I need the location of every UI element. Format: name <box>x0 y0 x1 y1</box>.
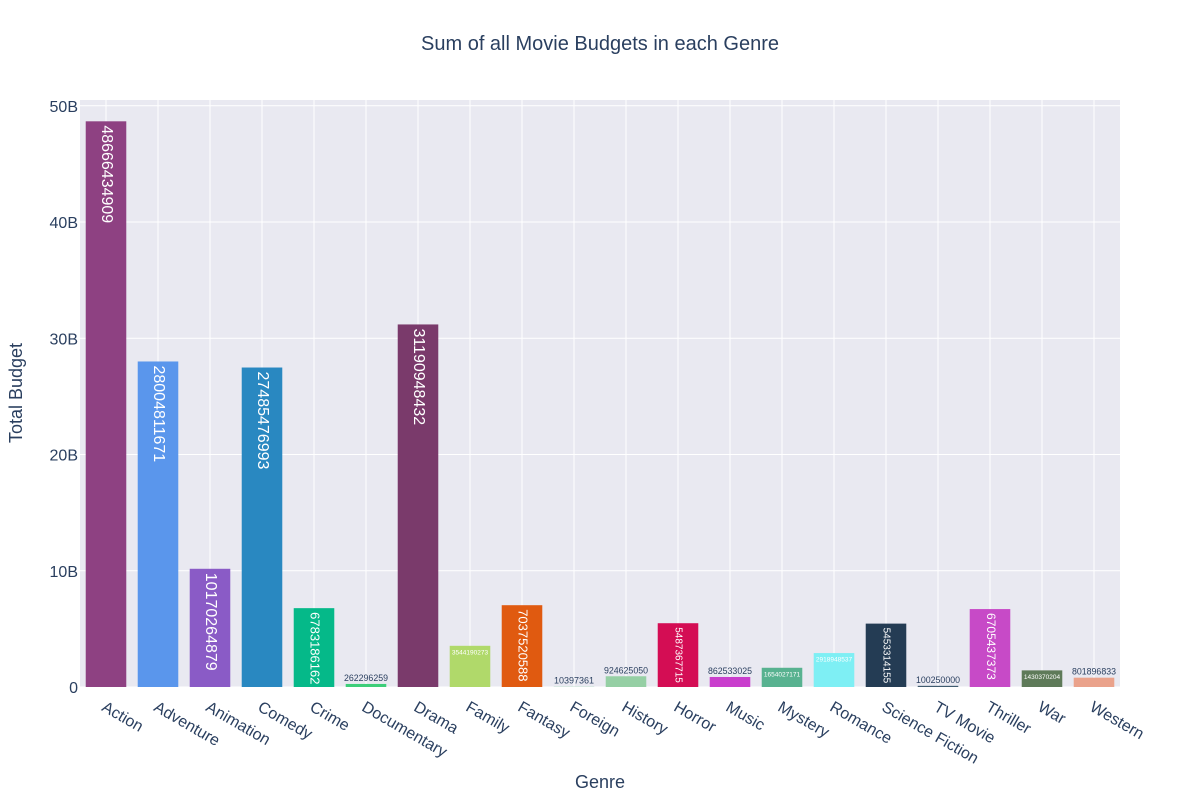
bar-data-label: 5487367715 <box>672 627 683 683</box>
bar <box>1073 677 1115 687</box>
x-axis-title: Genre <box>575 772 625 792</box>
bar-data-label: 10397361 <box>554 676 594 686</box>
bar <box>137 361 179 687</box>
bar-data-label: 1654027171 <box>764 671 801 678</box>
bar-data-label: 801896833 <box>1072 667 1116 677</box>
bar-data-label: 10170264879 <box>202 573 219 671</box>
bar <box>761 667 803 687</box>
bar <box>917 685 959 687</box>
bar <box>449 645 491 687</box>
plot-area <box>80 100 1120 687</box>
bar-data-label: 6705437373 <box>984 613 998 680</box>
bar <box>501 605 543 687</box>
bar-data-label: 6783186162 <box>308 612 323 684</box>
bar-data-labels: 48666434909 28004811671 10170264879 2748547… <box>98 125 1116 685</box>
y-tick-label: 20B <box>50 448 78 465</box>
bar <box>709 676 751 687</box>
bar <box>1021 670 1063 687</box>
y-tick-label: 10B <box>50 564 78 581</box>
bar <box>241 367 283 687</box>
y-tick-label: 30B <box>50 331 78 348</box>
bar <box>345 683 387 687</box>
bar <box>85 121 127 687</box>
bar-data-label: 100250000 <box>916 675 960 685</box>
bar <box>293 608 335 687</box>
bar <box>553 686 595 687</box>
bar-data-label: 48666434909 <box>98 125 115 223</box>
bar <box>969 609 1011 687</box>
bar <box>189 568 231 687</box>
bar-data-label: 28004811671 <box>150 365 167 462</box>
bar-data-label: 862533025 <box>708 666 752 676</box>
y-tick-label: 40B <box>50 215 78 232</box>
gridlines <box>80 100 1120 688</box>
y-tick-label: 50B <box>50 99 78 116</box>
bars <box>85 121 1115 687</box>
bar-data-label: 2918948537 <box>816 657 853 664</box>
bar <box>605 676 647 687</box>
bar-data-label: 3544190273 <box>452 649 489 656</box>
y-axis-tick-labels: 0 10B 20B 30B 40B 50B <box>50 99 79 697</box>
bar <box>397 324 439 687</box>
bar-data-label: 31190948432 <box>410 328 427 425</box>
bar <box>813 653 855 687</box>
bar-data-label: 7037520588 <box>516 609 531 681</box>
bar-data-label: 27485476993 <box>254 372 271 470</box>
y-tick-label: 0 <box>69 680 78 697</box>
y-axis-title: Total Budget <box>6 343 26 443</box>
bar-data-label: 1430370204 <box>1024 674 1061 681</box>
bar <box>865 623 907 687</box>
bar-data-label: 5453314155 <box>880 628 891 684</box>
bar <box>657 623 699 687</box>
bar-data-label: 262296259 <box>344 673 388 683</box>
chart-title: Sum of all Movie Budgets in each Genre <box>421 33 779 55</box>
bar-data-label: 924625050 <box>604 665 648 675</box>
